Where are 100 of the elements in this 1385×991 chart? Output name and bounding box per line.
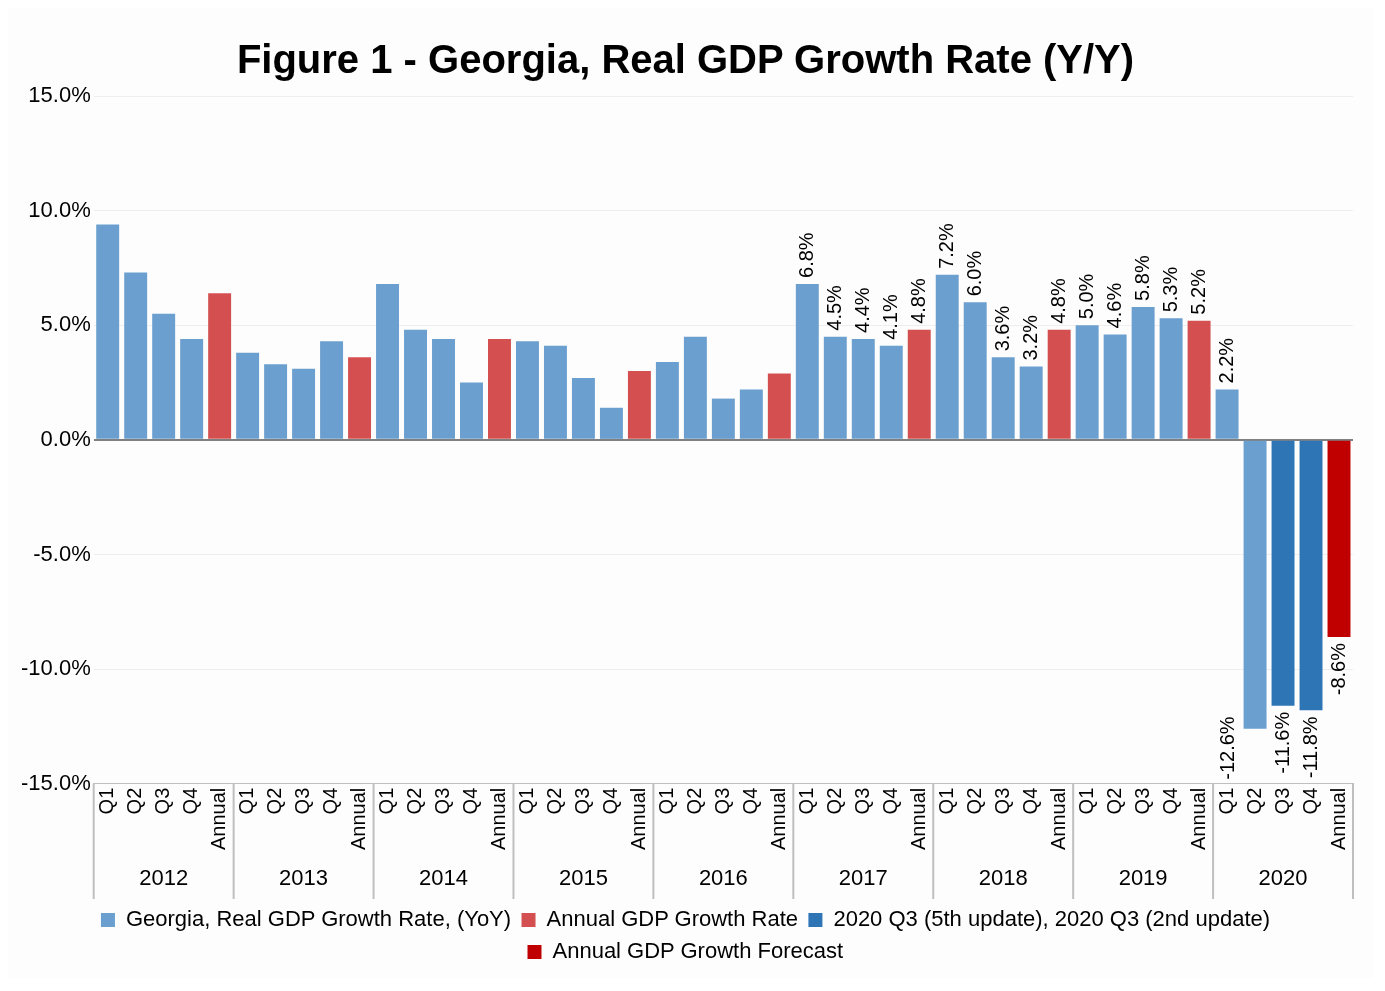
text: 2013	[279, 865, 329, 891]
bar	[767, 373, 791, 439]
y-tick-label: 15.0%	[28, 82, 91, 108]
x-tick-label: Q4	[1298, 787, 1321, 815]
x-tick-label: Q3	[1270, 787, 1293, 815]
bar	[907, 329, 931, 439]
x-tick-label: Q1	[934, 787, 957, 815]
bar	[599, 407, 623, 439]
bar	[515, 341, 539, 439]
data-label: -11.6%	[1270, 711, 1293, 774]
bar	[543, 345, 567, 439]
bar	[208, 293, 232, 439]
data-label: 2.2%	[1214, 337, 1237, 384]
x-tick-label: Q4	[878, 787, 901, 815]
bar	[404, 329, 427, 439]
x-tick-label: Q1	[514, 787, 537, 815]
bar	[348, 357, 372, 439]
text: 2017	[838, 865, 888, 891]
bar	[376, 283, 400, 439]
x-tick-label: Q4	[179, 787, 202, 815]
data-label: 5.3%	[1158, 266, 1181, 313]
x-tick-label: Q3	[1130, 787, 1153, 815]
x-tick-label: Q3	[850, 787, 873, 815]
x-tick-label: Q2	[962, 787, 985, 815]
x-tick-label: Q2	[403, 787, 426, 815]
bar	[627, 371, 651, 439]
bar	[655, 361, 679, 439]
x-tick-label: Q4	[1158, 787, 1181, 815]
text: 2012	[139, 865, 189, 891]
bar	[683, 336, 707, 439]
x-tick-label: Annual	[207, 787, 230, 851]
bar	[1075, 325, 1099, 439]
bar	[1131, 306, 1155, 439]
bar	[991, 357, 1015, 439]
x-tick-label: Q4	[319, 787, 342, 815]
bar	[432, 339, 455, 439]
legend-label: Annual GDP Growth Rate	[546, 906, 799, 932]
data-label: 3.2%	[1018, 314, 1041, 361]
x-tick-label: Q2	[1102, 787, 1125, 815]
x-tick-label: Q1	[95, 787, 118, 815]
x-tick-label: Q2	[263, 787, 286, 815]
bar	[292, 368, 316, 439]
data-label: 3.6%	[990, 305, 1013, 352]
data-label: 5.0%	[1074, 273, 1097, 320]
x-tick-label: Q2	[822, 787, 845, 815]
bar	[460, 382, 483, 439]
y-tick-label: 5.0%	[40, 311, 91, 337]
x-tick-label: Q2	[542, 787, 565, 815]
data-label: 4.5%	[822, 284, 845, 331]
x-tick-label: Q2	[682, 787, 705, 815]
x-tick-label: Annual	[347, 787, 370, 851]
bar	[1103, 334, 1127, 439]
bar	[180, 339, 204, 439]
data-label: 5.2%	[1186, 268, 1209, 315]
bar	[963, 302, 987, 439]
data-label: 4.8%	[1046, 278, 1069, 324]
bar	[1243, 440, 1267, 729]
bar	[264, 364, 288, 439]
x-tick-label: Q1	[1214, 787, 1237, 815]
x-tick-label: Q3	[570, 787, 593, 815]
bar	[571, 377, 595, 439]
x-tick-label: Q1	[235, 787, 258, 815]
bar	[823, 336, 847, 439]
text: 2019	[1118, 865, 1168, 891]
bar	[711, 398, 735, 439]
data-label: 4.6%	[1102, 282, 1125, 329]
x-tick-label: Q4	[459, 787, 482, 815]
bar	[124, 272, 148, 439]
data-label: 4.8%	[906, 278, 929, 324]
bar	[236, 352, 260, 439]
y-tick-label: 10.0%	[28, 196, 91, 222]
x-tick-label: Q3	[291, 787, 314, 815]
x-tick-label: Annual	[1326, 787, 1349, 851]
chart-title: Figure 1 - Georgia, Real GDP Growth Rate (Y/Y)	[236, 37, 1135, 82]
bar	[935, 274, 959, 439]
bar	[1159, 318, 1183, 439]
data-label: -12.6%	[1216, 716, 1239, 780]
data-label: 6.0%	[962, 250, 985, 297]
bar	[96, 224, 120, 439]
data-label: 5.8%	[1130, 255, 1153, 301]
data-label: 4.1%	[878, 294, 901, 340]
x-tick-label: Annual	[906, 787, 929, 851]
text: 2016	[698, 865, 748, 891]
bar	[320, 341, 344, 439]
x-tick-label: Q1	[654, 787, 677, 815]
bar	[1047, 329, 1071, 439]
x-tick-label: Q3	[151, 787, 174, 815]
legend-label: 2020 Q3 (5th update), 2020 Q3 (2nd update)	[833, 906, 1271, 932]
x-tick-label: Q1	[1074, 787, 1097, 815]
x-tick-label: Q4	[738, 787, 761, 815]
y-tick-label: 0.0%	[40, 425, 91, 451]
data-label: 4.4%	[850, 287, 873, 333]
y-tick-label: -5.0%	[33, 540, 91, 566]
bar	[1327, 440, 1351, 638]
bar	[1299, 440, 1323, 711]
x-tick-label: Annual	[486, 787, 509, 851]
y-tick-label: -10.0%	[20, 655, 91, 681]
bar	[795, 283, 819, 439]
x-tick-label: Annual	[626, 787, 649, 851]
x-tick-label: Annual	[1046, 787, 1069, 851]
